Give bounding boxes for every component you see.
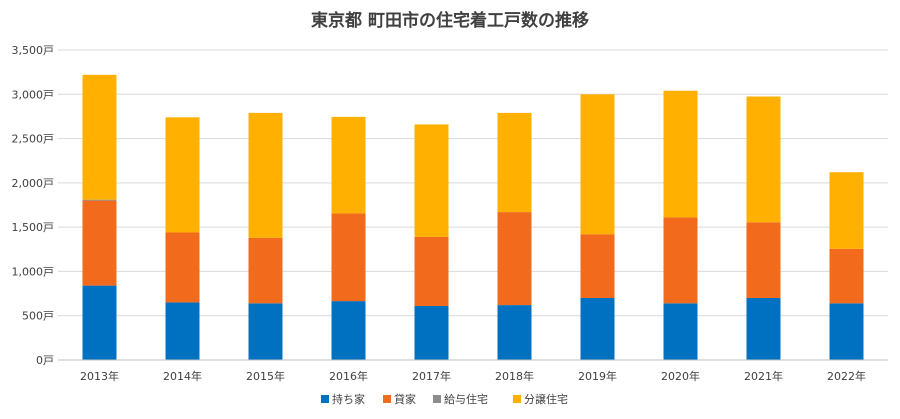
x-tick-label: 2020年 bbox=[661, 369, 700, 383]
legend-label: 給与住宅 bbox=[444, 392, 488, 406]
x-tick-label: 2014年 bbox=[163, 369, 202, 383]
legend-label: 分譲住宅 bbox=[524, 392, 568, 406]
bar-segment bbox=[331, 301, 366, 360]
y-tick-label: 1,500戸 bbox=[12, 221, 55, 234]
bar-segment bbox=[331, 213, 366, 302]
x-tick-label: 2019年 bbox=[578, 369, 617, 383]
bar-segment bbox=[829, 172, 864, 249]
x-tick-label: 2021年 bbox=[744, 369, 783, 383]
bar-segment bbox=[746, 222, 781, 298]
bar-segment bbox=[663, 217, 698, 304]
bar-segment bbox=[414, 236, 449, 306]
bar-segment bbox=[746, 96, 781, 223]
legend: 持ち家 貸家 給与住宅 分譲住宅 bbox=[321, 392, 568, 406]
bar-segment bbox=[663, 90, 698, 218]
x-tick-label: 2016年 bbox=[329, 369, 368, 383]
bar-segment bbox=[414, 305, 449, 360]
bar-segment bbox=[248, 303, 283, 360]
bar-segment bbox=[580, 234, 615, 298]
x-tick-label: 2013年 bbox=[80, 369, 119, 383]
bar-segment bbox=[663, 303, 698, 360]
bar-segment bbox=[82, 74, 117, 200]
bar-segment bbox=[82, 199, 117, 201]
bar-segment bbox=[248, 112, 283, 238]
y-axis: 0戸 500戸 1,000戸 1,500戸 2,000戸 2,500戸 3,000戸 3,50… bbox=[12, 44, 55, 367]
y-tick-label: 2,000戸 bbox=[12, 177, 55, 190]
bar-segment bbox=[248, 237, 283, 304]
bar-segment bbox=[580, 94, 615, 235]
x-tick-label: 2022年 bbox=[827, 369, 866, 383]
bar-segment bbox=[497, 112, 532, 213]
legend-swatch bbox=[321, 395, 329, 403]
bar-segment bbox=[82, 285, 117, 360]
legend-swatch bbox=[383, 395, 391, 403]
bar-segment bbox=[82, 200, 117, 286]
legend-label: 持ち家 bbox=[332, 392, 365, 406]
x-tick-label: 2018年 bbox=[495, 369, 534, 383]
bars-layer bbox=[82, 74, 864, 360]
bar-segment bbox=[580, 298, 615, 360]
y-tick-label: 3,000戸 bbox=[12, 88, 55, 101]
bar-segment bbox=[165, 302, 200, 360]
x-tick-label: 2017年 bbox=[412, 369, 451, 383]
y-tick-label: 3,500戸 bbox=[12, 44, 55, 57]
bar-segment bbox=[497, 212, 532, 306]
bar-segment bbox=[497, 305, 532, 360]
bar-segment bbox=[414, 124, 449, 237]
legend-label: 貸家 bbox=[394, 392, 416, 406]
bar-segment bbox=[829, 248, 864, 304]
x-tick-label: 2015年 bbox=[246, 369, 285, 383]
y-tick-label: 2,500戸 bbox=[12, 133, 55, 146]
bar-segment bbox=[829, 303, 864, 360]
y-tick-label: 500戸 bbox=[22, 310, 54, 323]
bar-segment bbox=[746, 298, 781, 360]
bar-segment bbox=[331, 116, 366, 214]
y-tick-label: 1,000戸 bbox=[12, 265, 55, 278]
y-tick-label: 0戸 bbox=[36, 354, 54, 367]
bar-segment bbox=[165, 117, 200, 233]
x-axis: 2013年 2014年 2015年 2016年 2017年 2018年 2019年 2020年… bbox=[58, 359, 888, 383]
legend-swatch bbox=[513, 395, 521, 403]
legend-swatch bbox=[433, 395, 441, 403]
chart-title: 東京都 町田市の住宅着工戸数の推移 bbox=[311, 10, 589, 31]
bar-segment bbox=[165, 232, 200, 303]
